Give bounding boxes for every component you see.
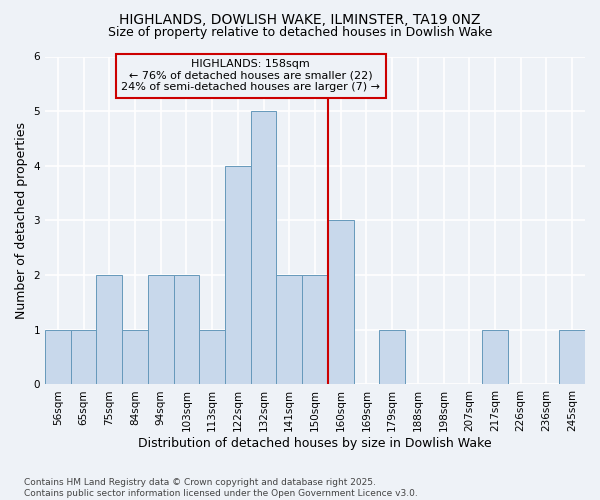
Text: HIGHLANDS: 158sqm
← 76% of detached houses are smaller (22)
24% of semi-detached: HIGHLANDS: 158sqm ← 76% of detached hous… [121, 59, 380, 92]
Bar [277, 275, 302, 384]
Y-axis label: Number of detached properties: Number of detached properties [15, 122, 28, 319]
Text: HIGHLANDS, DOWLISH WAKE, ILMINSTER, TA19 0NZ: HIGHLANDS, DOWLISH WAKE, ILMINSTER, TA19… [119, 12, 481, 26]
Bar [379, 330, 405, 384]
Bar [225, 166, 251, 384]
Bar [199, 330, 225, 384]
Text: Contains HM Land Registry data © Crown copyright and database right 2025.
Contai: Contains HM Land Registry data © Crown c… [24, 478, 418, 498]
Text: Size of property relative to detached houses in Dowlish Wake: Size of property relative to detached ho… [108, 26, 492, 39]
Bar [71, 330, 97, 384]
Bar [482, 330, 508, 384]
Bar [148, 275, 173, 384]
Bar [559, 330, 585, 384]
Bar [302, 275, 328, 384]
Bar [122, 330, 148, 384]
Bar [45, 330, 71, 384]
Bar [97, 275, 122, 384]
Bar [173, 275, 199, 384]
Bar [251, 111, 277, 384]
X-axis label: Distribution of detached houses by size in Dowlish Wake: Distribution of detached houses by size … [138, 437, 492, 450]
Bar [328, 220, 353, 384]
